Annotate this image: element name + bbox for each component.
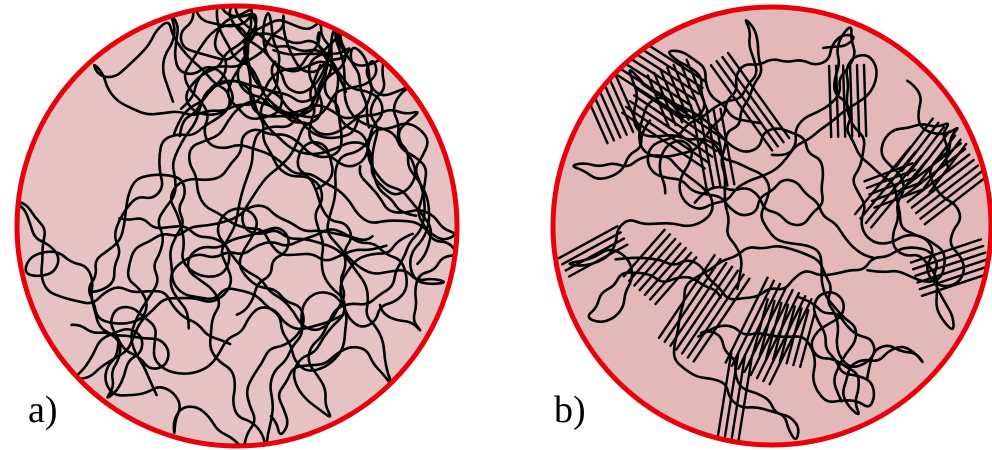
panel-label: b)	[554, 389, 586, 431]
panel-label: a)	[28, 389, 58, 431]
figure: a) b)	[0, 0, 992, 450]
